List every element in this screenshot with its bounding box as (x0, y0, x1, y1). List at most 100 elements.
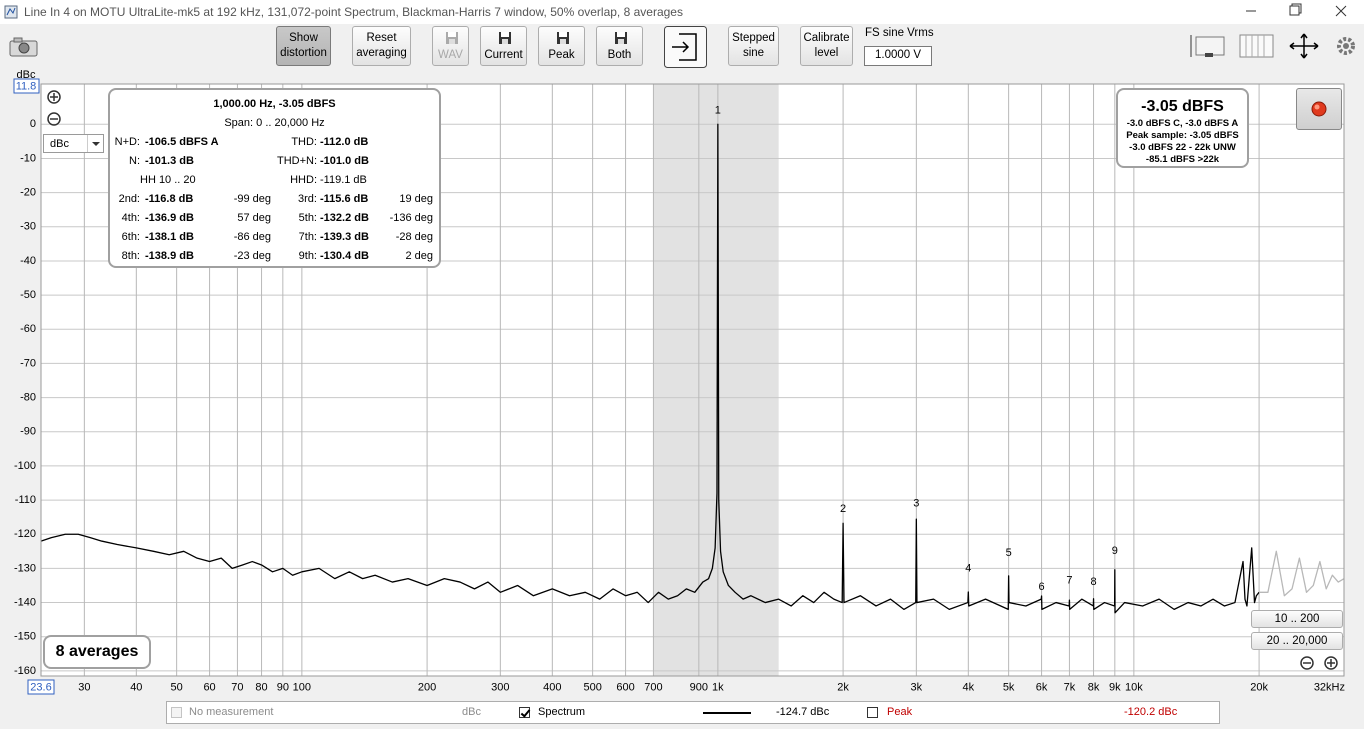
harmonic-label: 4 (965, 562, 971, 574)
panel-cell: THD+N: (276, 155, 317, 167)
legend-checkbox (171, 707, 182, 718)
view-icons[interactable] (1186, 30, 1364, 64)
toolbar-button[interactable]: Calibrate level (800, 26, 853, 66)
x-tick-label: 400 (543, 681, 561, 693)
panel-header: 1,000.00 Hz, -3.05 dBFS (213, 98, 336, 110)
y-tick-label: -60 (20, 323, 36, 335)
fs-input[interactable]: 1.0000 V (864, 46, 932, 66)
unit-select[interactable]: dBc (43, 134, 104, 153)
legend-bar: No measurement dBc Spectrum -124.7 dBc Peak -… (166, 701, 1220, 724)
range-button[interactable]: 10 .. 200 (1251, 610, 1343, 628)
averages-box: 8 averages (43, 635, 151, 669)
panel-cell: -86 deg (233, 231, 271, 243)
harmonic-label: 7 (1066, 574, 1072, 586)
legend-checkbox[interactable] (519, 707, 530, 718)
legend-checkbox[interactable] (867, 707, 878, 718)
y-tick-label: -130 (14, 562, 36, 574)
snapshot-icon[interactable] (9, 36, 39, 58)
x-min-box[interactable] (27, 679, 55, 695)
toolbar-button[interactable]: Show distortion (276, 26, 331, 66)
y-tick-label: -20 (20, 187, 36, 199)
x-tick-label: 50 (171, 681, 183, 693)
y-tick-label: -80 (20, 391, 36, 403)
panel-cell: -136.9 dB (145, 212, 194, 224)
dropdown-arrow (87, 135, 104, 152)
toolbar-button[interactable]: Stepped sine (728, 26, 779, 66)
panel-cell: 9th: (298, 250, 317, 262)
x-tick-label: 90 (277, 681, 289, 693)
level-main: -3.05 dBFS (1141, 98, 1224, 115)
level-line: -3.0 dBFS C, -3.0 dBFS A (1126, 118, 1239, 129)
x-tick-label: 32kHz (1314, 681, 1345, 693)
save-icon (556, 32, 569, 44)
range-button[interactable]: 20 .. 20,000 (1251, 632, 1343, 650)
plot-frame (40, 83, 1345, 677)
panel-cell: 5th: (298, 212, 317, 224)
panel-cell: 4th: (121, 212, 140, 224)
panel-cell: -23 deg (233, 250, 271, 262)
spectrum-line (1259, 550, 1345, 597)
y-tick-label: -40 (20, 255, 36, 267)
harmonic-label: 5 (1006, 547, 1012, 559)
y-tick-label: -140 (14, 596, 36, 608)
panel-cell: -138.9 dB (145, 250, 194, 262)
panel-cell: -116.8 dB (145, 193, 194, 205)
x-tick-label: 300 (491, 681, 509, 693)
x-tick-label: 6k (1036, 681, 1048, 693)
y-tick-label: -10 (20, 152, 36, 164)
legend-label: Peak (887, 706, 913, 718)
panel-cell: 2 deg (405, 250, 433, 262)
x-tick-label: 60 (203, 681, 215, 693)
panel-cell: -138.1 dB (145, 231, 194, 243)
y-tick-label: -90 (20, 426, 36, 438)
panel-cell: -132.2 dB (320, 212, 369, 224)
x-tick-label: 9k (1109, 681, 1121, 693)
import-button[interactable] (664, 26, 707, 68)
y-tick-label: -30 (20, 221, 36, 233)
y-tick-label: -70 (20, 357, 36, 369)
x-tick-label: 600 (616, 681, 634, 693)
x-min-value[interactable]: 23.6 (30, 681, 51, 693)
legend-label: No measurement (189, 706, 274, 718)
panel-cell: 57 deg (237, 212, 271, 224)
y-unit: dBc (17, 69, 36, 81)
toolbar-button[interactable]: WAV (432, 26, 469, 66)
zoom-icons[interactable] (47, 90, 1338, 670)
level-line: -3.0 dBFS 22 - 22k UNW (1129, 142, 1236, 153)
spectrum-line (40, 123, 1260, 614)
shaded-band (653, 84, 779, 676)
panel-cell: -139.3 dB (320, 231, 369, 243)
record-button[interactable] (1296, 88, 1342, 130)
panel-cell: -136 deg (389, 212, 433, 224)
y-tick-label: -110 (15, 494, 36, 506)
panel-cell: 6th: (121, 231, 140, 243)
panel-cell: 2nd: (118, 193, 140, 205)
y-max-value[interactable]: 11.8 (16, 80, 37, 92)
panel-cell: -106.5 dBFS A (145, 136, 219, 148)
harmonic-label: 8 (1090, 576, 1096, 588)
toolbar-button[interactable]: Peak (538, 26, 585, 66)
y-max-box[interactable] (13, 78, 40, 94)
panel-cell: 7th: (298, 231, 317, 243)
x-tick-label: 500 (583, 681, 601, 693)
window-controls[interactable] (1236, 0, 1364, 24)
panel-cell: 8th: (121, 250, 140, 262)
toolbar-button[interactable]: Current (480, 26, 527, 66)
x-tick-label: 5k (1003, 681, 1015, 693)
harmonic-label: 9 (1112, 545, 1118, 557)
toolbar-button[interactable]: Reset averaging (352, 26, 411, 66)
x-tick-label: 10k (1125, 681, 1143, 693)
panel-cell: -130.4 dB (320, 250, 369, 262)
y-tick-label: -150 (14, 631, 36, 643)
harmonic-label: 2 (840, 503, 846, 515)
toolbar-button[interactable]: Both (596, 26, 643, 66)
x-tick-label: 1k (712, 681, 724, 693)
panel-span: Span: 0 .. 20,000 Hz (224, 117, 325, 129)
x-tick-label: 4k (963, 681, 975, 693)
panel-cell: N: (129, 155, 140, 167)
unit-select-value: dBc (50, 138, 69, 150)
panel-cell: N+D: (114, 136, 140, 148)
x-tick-label: 700 (644, 681, 662, 693)
legend-reading: -124.7 dBc (776, 706, 830, 718)
